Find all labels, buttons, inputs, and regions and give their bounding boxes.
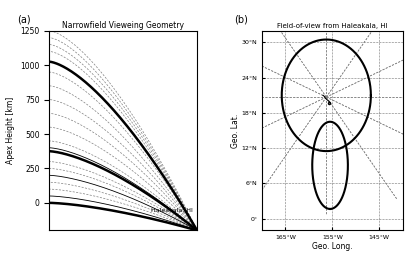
Title: Field-of-view from Haleakala, HI: Field-of-view from Haleakala, HI bbox=[277, 23, 388, 29]
Text: Haleakala, HI: Haleakala, HI bbox=[151, 207, 193, 212]
Y-axis label: Apex Height [km]: Apex Height [km] bbox=[6, 97, 15, 164]
Text: (b): (b) bbox=[234, 15, 248, 25]
X-axis label: Geo. Long.: Geo. Long. bbox=[312, 242, 353, 251]
Text: (a): (a) bbox=[17, 15, 30, 25]
Y-axis label: Geo. Lat.: Geo. Lat. bbox=[231, 113, 240, 148]
Title: Narrowfield Vieweing Geometry: Narrowfield Vieweing Geometry bbox=[62, 21, 184, 30]
